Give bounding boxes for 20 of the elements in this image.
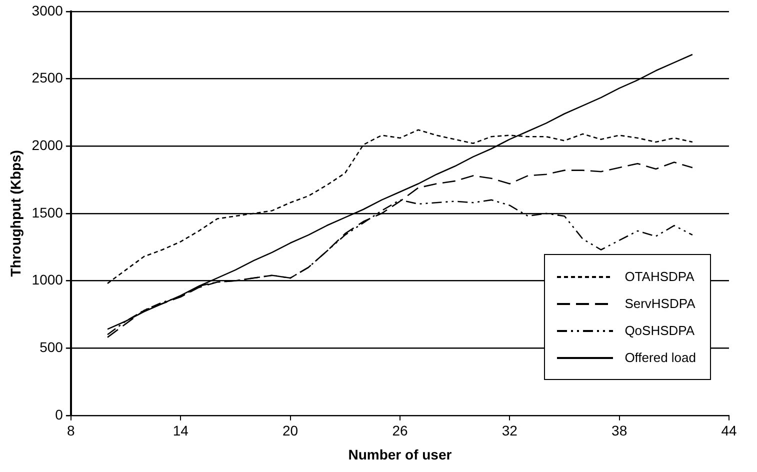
- x-tick-label: 26: [392, 422, 408, 439]
- x-tick-label: 44: [721, 422, 737, 439]
- x-tick-label: 20: [282, 422, 298, 439]
- x-tick-label: 8: [67, 422, 76, 439]
- y-tick-label: 3000: [32, 2, 64, 18]
- y-tick-label: 0: [55, 406, 64, 422]
- x-tick-label: 38: [612, 422, 628, 439]
- y-tick-label: 2000: [32, 136, 64, 153]
- x-tick-label: 14: [172, 422, 189, 439]
- legend-label: Offered load: [624, 350, 696, 365]
- x-tick-label: 32: [502, 422, 518, 439]
- y-tick-label: 500: [40, 338, 64, 355]
- y-tick-label: 2500: [32, 70, 64, 86]
- legend-label: QoSHSDPA: [624, 323, 695, 338]
- y-axis-title: Throughput (Kbps): [7, 150, 24, 277]
- y-tick-label: 1000: [32, 272, 64, 288]
- legend-label: OTAHSDPA: [624, 269, 694, 284]
- legend-label: ServHSDPA: [624, 296, 696, 311]
- y-tick-label: 1500: [32, 204, 64, 220]
- x-axis-title: Number of user: [348, 446, 452, 462]
